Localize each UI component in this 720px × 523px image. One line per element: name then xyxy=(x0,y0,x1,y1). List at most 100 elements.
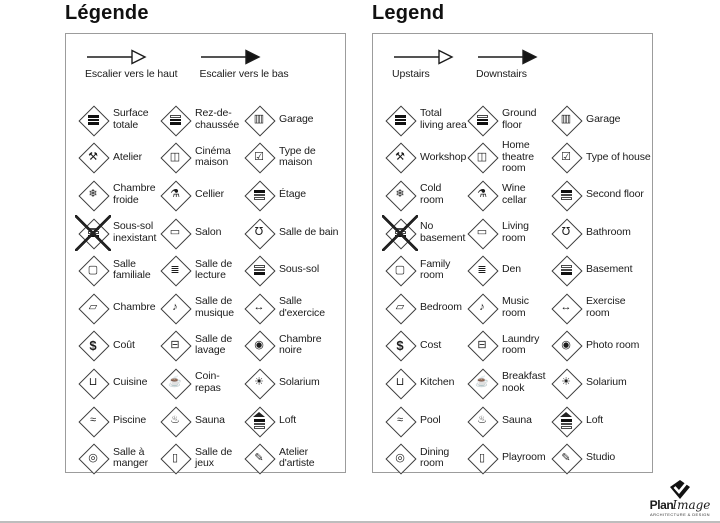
floor-level-bars xyxy=(476,114,488,125)
cold-room-icon: ❄ xyxy=(78,180,110,212)
family-room-tv-icon: ▢ xyxy=(78,255,110,287)
floor-bar xyxy=(560,272,572,276)
legend-item: Sous-sol xyxy=(244,255,344,287)
legend-item: ≈ Pool xyxy=(385,405,467,438)
page-bottom-edge xyxy=(0,521,720,523)
legend-item: Sous-sol inexistant xyxy=(75,214,160,251)
legend-item: ⊟ Salle de lavage xyxy=(160,330,244,362)
icon-glyph: ☀ xyxy=(561,376,571,389)
planimage-logo: PlanImage ARCHITECTURE & DESIGN xyxy=(644,480,716,517)
den-book-icon: ≣ xyxy=(160,255,192,287)
icon-glyph: ◉ xyxy=(561,338,571,351)
legend-item-label: Basement xyxy=(586,263,633,276)
icon-glyph: ☑ xyxy=(561,150,571,163)
legend-item-label: Étage xyxy=(279,188,306,201)
floor-bar xyxy=(560,193,572,197)
legend-item: ▱ Bedroom xyxy=(385,293,467,325)
legend-item: ⚒ Atelier xyxy=(78,142,160,174)
legend-item-label: Bathroom xyxy=(586,225,631,238)
total-living-area-icon xyxy=(78,105,110,137)
panel-box: Escalier vers le haut Escalier vers le b… xyxy=(65,33,346,475)
workshop-hammer-icon: ⚒ xyxy=(385,142,417,174)
floor-bar xyxy=(560,422,572,426)
legend-item-label: Chambre froide xyxy=(113,182,156,206)
legend-item: Rez-de-chaussée xyxy=(160,105,244,137)
floor-bar xyxy=(253,426,265,429)
icon-glyph: ≣ xyxy=(477,263,487,276)
floor-bar xyxy=(253,197,265,200)
no-basement-icon xyxy=(75,214,111,251)
floor-bar xyxy=(253,265,265,268)
legend-item: $ Cost xyxy=(385,330,467,362)
icon-glyph: ☕ xyxy=(475,376,489,389)
legend-item-label: Bedroom xyxy=(420,301,462,314)
icon-glyph: ❄ xyxy=(395,188,405,201)
icon-glyph: ◎ xyxy=(395,451,405,464)
living-room-sofa-icon: ▭ xyxy=(160,218,192,250)
legend-item-label: Breakfast nook xyxy=(502,370,546,394)
legend-item: ☀ Solarium xyxy=(551,368,651,400)
icon-glyph: ↔ xyxy=(253,301,265,314)
legend-item: ☑ Type de maison xyxy=(244,142,344,174)
legend-item-label: Salle de lavage xyxy=(195,332,233,357)
garage-icon: ▥ xyxy=(551,105,583,137)
legend-item: ⊟ Laundry room xyxy=(467,330,551,362)
exercise-room-icon: ↔ xyxy=(551,293,583,325)
breakfast-nook-icon: ☕ xyxy=(160,368,192,400)
floor-bar xyxy=(253,272,265,276)
legend-item-label: Sous-sol inexistant xyxy=(113,220,157,244)
legend-item-label: Type of house xyxy=(586,150,651,163)
music-room-icon: ♪ xyxy=(467,293,499,325)
icon-glyph: ⊔ xyxy=(395,376,405,389)
stairs-up-arrow-icon xyxy=(87,49,147,65)
legend-item-label: Kitchen xyxy=(420,376,455,389)
workshop-hammer-icon: ⚒ xyxy=(78,142,110,174)
legend-item: Loft xyxy=(244,405,344,438)
legend-item-label: Garage xyxy=(586,113,621,126)
cold-room-icon: ❄ xyxy=(385,180,417,212)
legend-item: Étage xyxy=(244,180,344,212)
music-room-icon: ♪ xyxy=(160,293,192,325)
icon-glyph: ≈ xyxy=(396,414,404,427)
legend-item: ♪ Salle de musique xyxy=(160,293,244,325)
legend-item: ♪ Music room xyxy=(467,293,551,325)
legend-item: ◉ Chambre noire xyxy=(244,330,344,362)
floor-level-bars xyxy=(560,265,572,276)
legend-panel-fr: Légende Escalier vers le haut Escalier v… xyxy=(65,2,346,475)
exercise-room-icon: ↔ xyxy=(244,293,276,325)
icon-glyph: $ xyxy=(89,337,97,353)
legend-item-label: Salle de bain xyxy=(279,225,339,238)
legend-item: ▢ Salle familiale xyxy=(78,255,160,287)
stair-label: Downstairs xyxy=(476,68,527,80)
legend-item: ▱ Chambre xyxy=(78,293,160,325)
total-living-area-icon xyxy=(385,105,417,137)
legend-item-label: Atelier d'artiste xyxy=(279,445,315,470)
photo-room-camera-icon: ◉ xyxy=(244,330,276,362)
legend-item: ✎ Atelier d'artiste xyxy=(244,443,344,475)
panel-title-fr: Légende xyxy=(65,2,149,24)
home-theatre-icon: ◫ xyxy=(160,142,192,174)
cost-icon: $ xyxy=(78,330,110,362)
cost-icon: $ xyxy=(385,330,417,362)
floor-bar xyxy=(560,268,572,272)
legend-item: ♨ Sauna xyxy=(467,405,551,438)
second-floor-icon xyxy=(551,180,583,212)
legend-item: ▢ Family room xyxy=(385,255,467,287)
playroom-icon: ▯ xyxy=(160,443,192,475)
legend-item: ❄ Chambre froide xyxy=(78,180,160,212)
icon-glyph: ≈ xyxy=(89,414,97,427)
legend-item-label: Sauna xyxy=(502,413,532,426)
den-book-icon: ≣ xyxy=(467,255,499,287)
floor-bar xyxy=(560,265,572,268)
legend-item-label: Solarium xyxy=(586,376,627,389)
wine-cellar-icon: ⚗ xyxy=(160,180,192,212)
stair-legend-entry: Escalier vers le bas xyxy=(199,49,289,95)
floor-bar xyxy=(169,118,181,122)
basement-icon xyxy=(551,255,583,287)
ground-floor-icon xyxy=(160,105,192,137)
legend-item-label: Wine cellar xyxy=(502,182,527,206)
floor-bar xyxy=(560,426,572,429)
icon-glyph: $ xyxy=(396,337,404,353)
planimage-logo-text: PlanImage xyxy=(644,499,716,511)
legend-item-label: Laundry room xyxy=(502,332,540,357)
